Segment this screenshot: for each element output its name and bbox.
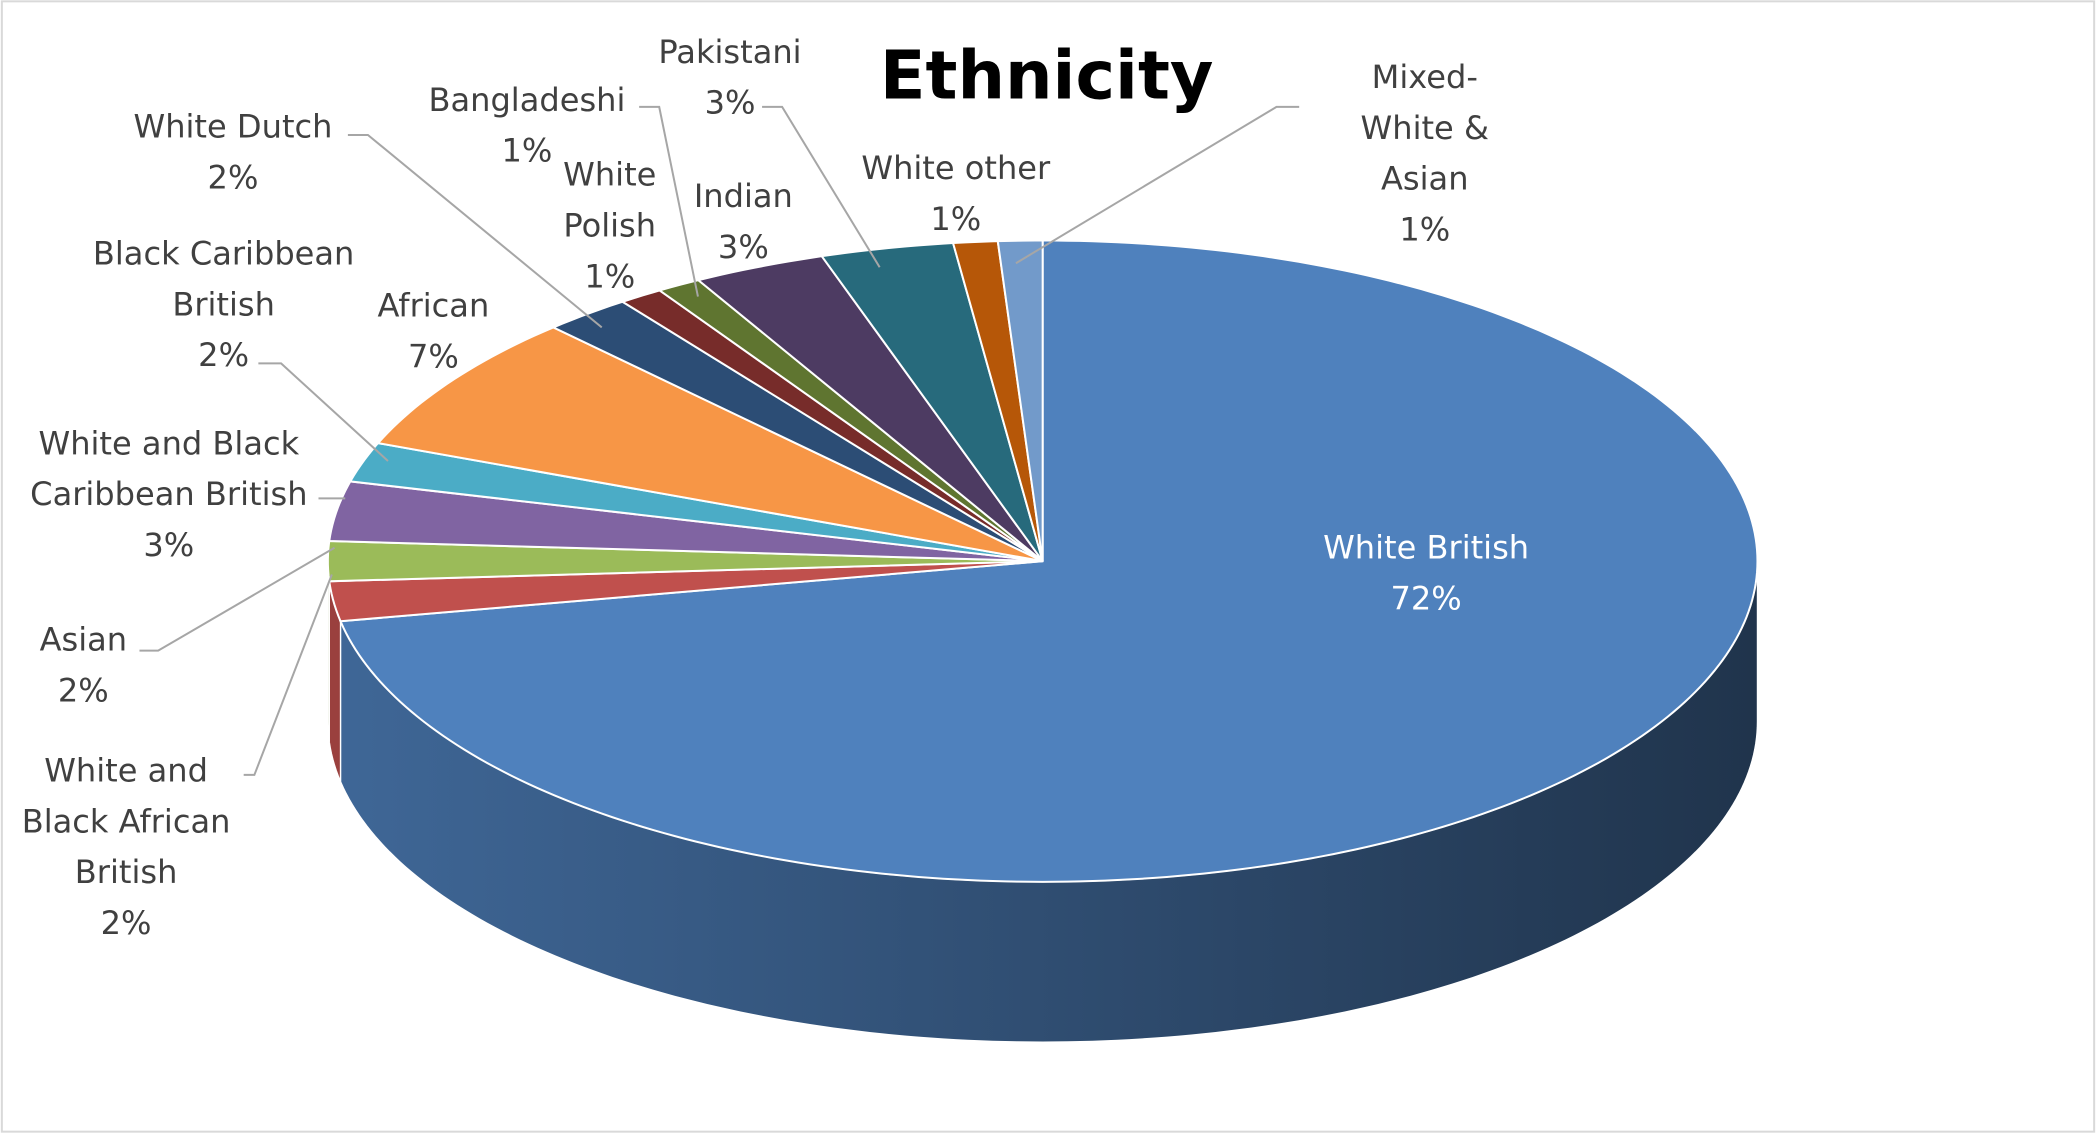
- slice: [819, 241, 1044, 562]
- data-label-box: White British 72%: [1266, 522, 1587, 624]
- data-label-box: White other 1%: [842, 143, 1069, 245]
- data-label-box: Indian 3%: [663, 171, 823, 273]
- data-label-box: Asian 2%: [3, 615, 163, 717]
- slice: [339, 239, 1759, 883]
- data-label: Indian 3%: [663, 171, 823, 273]
- data-label: White and Black African British 2%: [6, 746, 246, 949]
- value-label: 3%: [717, 228, 769, 266]
- category-label: Black Caribbean British: [92, 235, 355, 324]
- data-label-box: Bangladeshi 1%: [413, 75, 640, 177]
- category-label: Bangladeshi: [428, 81, 626, 119]
- data-label: African 7%: [353, 281, 513, 383]
- value-label: 3%: [704, 84, 756, 122]
- slice: [696, 255, 1044, 562]
- value-label: 2%: [198, 336, 250, 375]
- data-label-box: Mixed-White & Asian 1%: [1351, 52, 1498, 255]
- data-label: Asian 2%: [3, 615, 163, 717]
- category-label: White Dutch: [133, 108, 333, 146]
- slice: [550, 300, 1044, 563]
- data-label: Pakistani 3%: [636, 27, 823, 129]
- category-label: Mixed-White & Asian: [1360, 58, 1489, 198]
- value-label: 2%: [207, 158, 259, 197]
- category-label: White and Black African British: [21, 752, 231, 892]
- chart-title: Ethnicity: [880, 37, 1214, 115]
- leader-line: [762, 105, 881, 268]
- data-label-box: African 7%: [353, 281, 513, 383]
- value-label: 3%: [143, 526, 195, 564]
- data-label-box: White Dutch 2%: [113, 102, 353, 204]
- data-label: Mixed-White & Asian 1%: [1351, 52, 1498, 255]
- leader-line: [347, 133, 603, 329]
- leader-line: [243, 574, 333, 776]
- value-label: 1%: [1399, 211, 1451, 249]
- data-label: Black Caribbean British 2%: [77, 228, 371, 380]
- category-label: White Polish: [563, 156, 657, 245]
- category-label: Indian: [693, 177, 793, 216]
- value-label: 1%: [501, 132, 553, 170]
- data-label-box: White Polish 1%: [543, 150, 677, 302]
- leader-line: [139, 546, 336, 652]
- value-label: 72%: [1390, 579, 1462, 618]
- data-label: White Dutch 2%: [113, 102, 353, 204]
- data-label-box: Black Caribbean British 2%: [77, 228, 371, 380]
- value-label: 1%: [584, 257, 636, 296]
- leader-line: [1015, 105, 1300, 265]
- data-label: White British 72%: [1266, 522, 1587, 624]
- leader-line: [639, 105, 699, 297]
- value-label: 2%: [100, 904, 152, 942]
- data-label-box: Pakistani 3%: [636, 27, 823, 129]
- category-label: White and Black Caribbean British: [30, 424, 308, 514]
- data-label: White Polish 1%: [543, 150, 677, 302]
- value-label: 7%: [407, 338, 459, 376]
- data-label: Bangladeshi 1%: [413, 75, 640, 177]
- category-label: African: [377, 287, 490, 325]
- value-label: 1%: [930, 200, 982, 238]
- data-label-box: White and Black African British 2%: [6, 746, 246, 949]
- slice: [996, 239, 1044, 562]
- value-label: 2%: [57, 672, 109, 710]
- category-label: Pakistani: [658, 33, 802, 71]
- data-label-box: White and Black Caribbean British 3%: [9, 418, 330, 570]
- category-label: Asian: [39, 621, 128, 659]
- data-label: White and Black Caribbean British 3%: [9, 418, 330, 570]
- data-label: White other 1%: [842, 143, 1069, 245]
- category-label: White British: [1323, 529, 1530, 567]
- slice: [376, 326, 1044, 563]
- category-label: White other: [861, 149, 1051, 188]
- leader-line: [258, 362, 389, 462]
